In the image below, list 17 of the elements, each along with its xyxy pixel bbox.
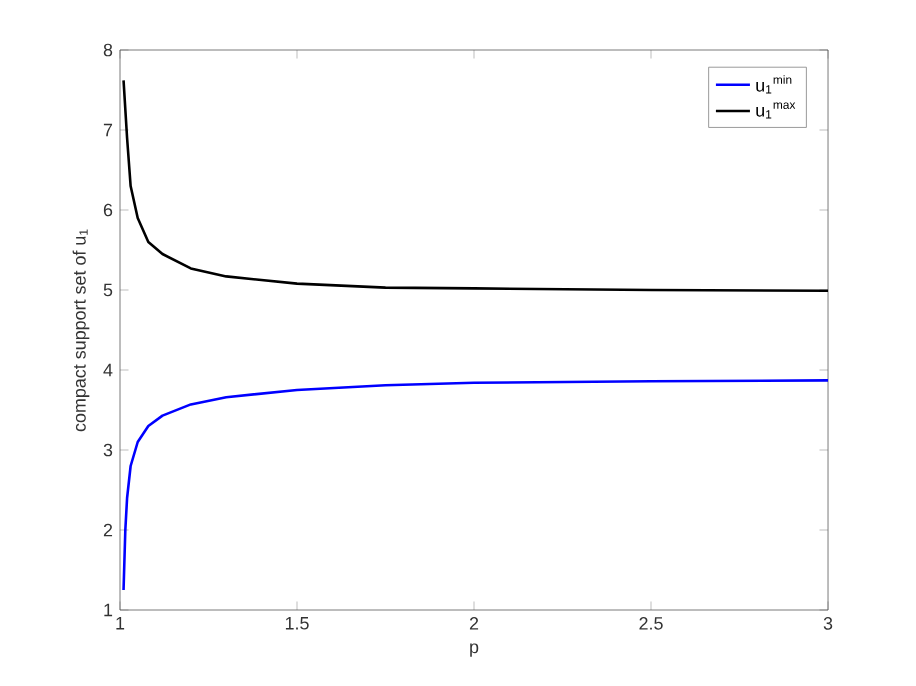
y-tick-label: 1 <box>104 603 113 617</box>
y-axis-title: compact support set of u$_{1}$ <box>72 229 90 432</box>
line-series <box>122 79 829 293</box>
x-tick-label: 3 <box>823 617 833 630</box>
y-tick-label: 2 <box>103 523 113 537</box>
y-tick-label: 5 <box>103 283 113 297</box>
y-tick-label: 3 <box>103 443 113 457</box>
x-tick-label: 1 <box>116 617 125 630</box>
y-tick-label: 6 <box>103 203 113 217</box>
x-tick-label: 2 <box>469 617 479 630</box>
x-tick-label: 2.5 <box>639 617 663 630</box>
x-axis-title: p <box>470 643 479 657</box>
y-tick-label: 4 <box>103 363 113 377</box>
y-tick-label: 8 <box>103 43 113 57</box>
line-series <box>122 379 829 592</box>
y-tick-label: 7 <box>103 123 113 137</box>
x-tick-label: 1.5 <box>285 617 309 630</box>
